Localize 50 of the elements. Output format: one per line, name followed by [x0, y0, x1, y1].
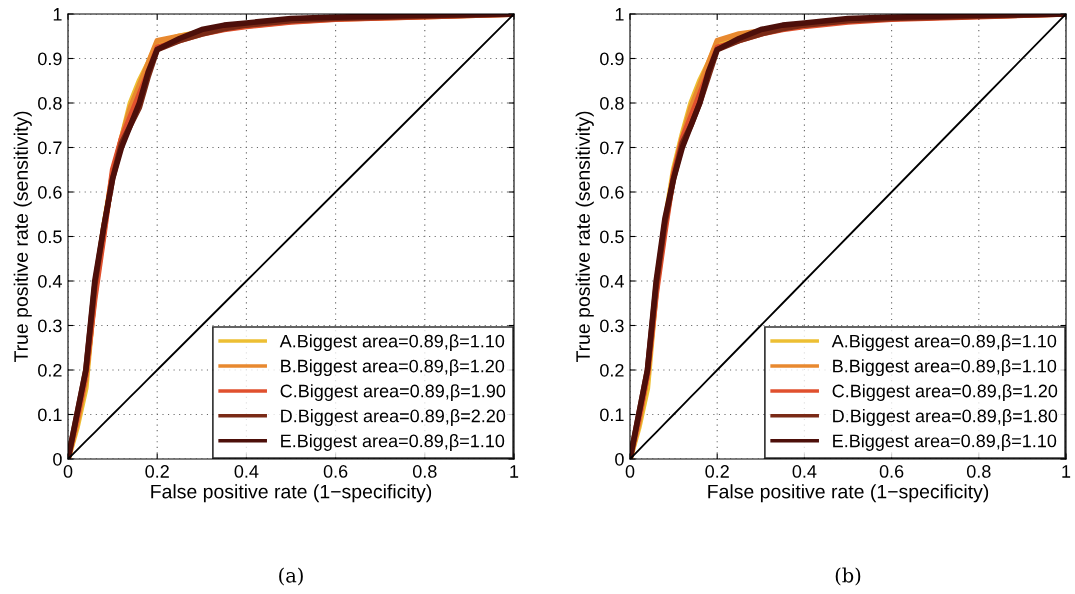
y-tick-label: 0.4 — [600, 274, 624, 288]
legend-label: D.Biggest area=0.89,β=2.20 — [281, 409, 506, 426]
legend-label: C.Biggest area=0.89,β=1.90 — [280, 384, 506, 401]
y-tick-label: 0 — [53, 452, 62, 466]
x-tick-label: 0.6 — [323, 465, 348, 478]
y-tick-label: 1 — [615, 8, 624, 21]
x-tick-label: 0 — [625, 465, 635, 478]
y-tick-label: 0 — [615, 452, 624, 466]
legend-label: D.Biggest area=0.89,β=1.80 — [833, 409, 1058, 426]
y-tick-label: 0.7 — [38, 141, 62, 155]
y-axis-title: True positive rate (sensitivity) — [575, 111, 594, 363]
y-axis-title: True positive rate (sensitivity) — [13, 111, 32, 363]
x-tick-label: 1 — [510, 465, 519, 478]
y-tick-label: 0.9 — [600, 52, 624, 66]
x-tick-label: 0.4 — [234, 465, 259, 478]
x-tick-label: 0.2 — [705, 465, 729, 478]
y-tick-label: 0.8 — [38, 96, 62, 110]
y-tick-label: 0.6 — [600, 185, 624, 199]
legend-label: B.Biggest area=0.89,β=1.10 — [833, 359, 1057, 377]
y-tick-label: 0.3 — [38, 319, 62, 333]
y-tick-label: 0.3 — [600, 319, 624, 333]
x-axis-title: False positive rate (1−specificity) — [708, 484, 989, 503]
y-tick-label: 0.9 — [38, 52, 62, 66]
x-tick-label: 0.8 — [966, 465, 991, 478]
y-tick-label: 0.8 — [600, 96, 624, 110]
legend-label: A.Biggest area=0.89,β=1.10 — [831, 334, 1057, 352]
legend-label: B.Biggest area=0.89,β=1.20 — [281, 359, 505, 377]
x-axis-title: False positive rate (1−specificity) — [151, 484, 432, 503]
x-tick-label: 0 — [63, 465, 73, 478]
y-tick-label: 0.1 — [600, 408, 624, 422]
y-tick-label: 0.5 — [38, 230, 62, 244]
x-tick-label: 0.4 — [792, 465, 817, 478]
x-tick-label: 0.6 — [879, 465, 904, 478]
y-tick-label: 0.2 — [38, 363, 62, 377]
y-tick-label: 1 — [53, 8, 62, 21]
y-tick-label: 0.6 — [38, 185, 62, 199]
legend-label: E.Biggest area=0.89,β=1.10 — [833, 434, 1057, 451]
x-tick-label: 0.2 — [145, 465, 169, 478]
legend-label: A.Biggest area=0.89,β=1.10 — [279, 334, 505, 352]
x-tick-label: 0.8 — [412, 465, 437, 478]
x-tick-label: 1 — [1062, 465, 1071, 478]
y-tick-label: 0.7 — [600, 141, 624, 155]
text: (b) — [835, 567, 861, 586]
y-tick-label: 0.4 — [38, 274, 62, 288]
text: (a) — [279, 567, 303, 586]
y-tick-label: 0.5 — [600, 230, 624, 244]
y-tick-label: 0.2 — [600, 363, 624, 377]
legend-label: E.Biggest area=0.89,β=1.10 — [281, 434, 505, 451]
y-tick-label: 0.1 — [38, 408, 62, 422]
legend-label: C.Biggest area=0.89,β=1.20 — [832, 384, 1058, 401]
